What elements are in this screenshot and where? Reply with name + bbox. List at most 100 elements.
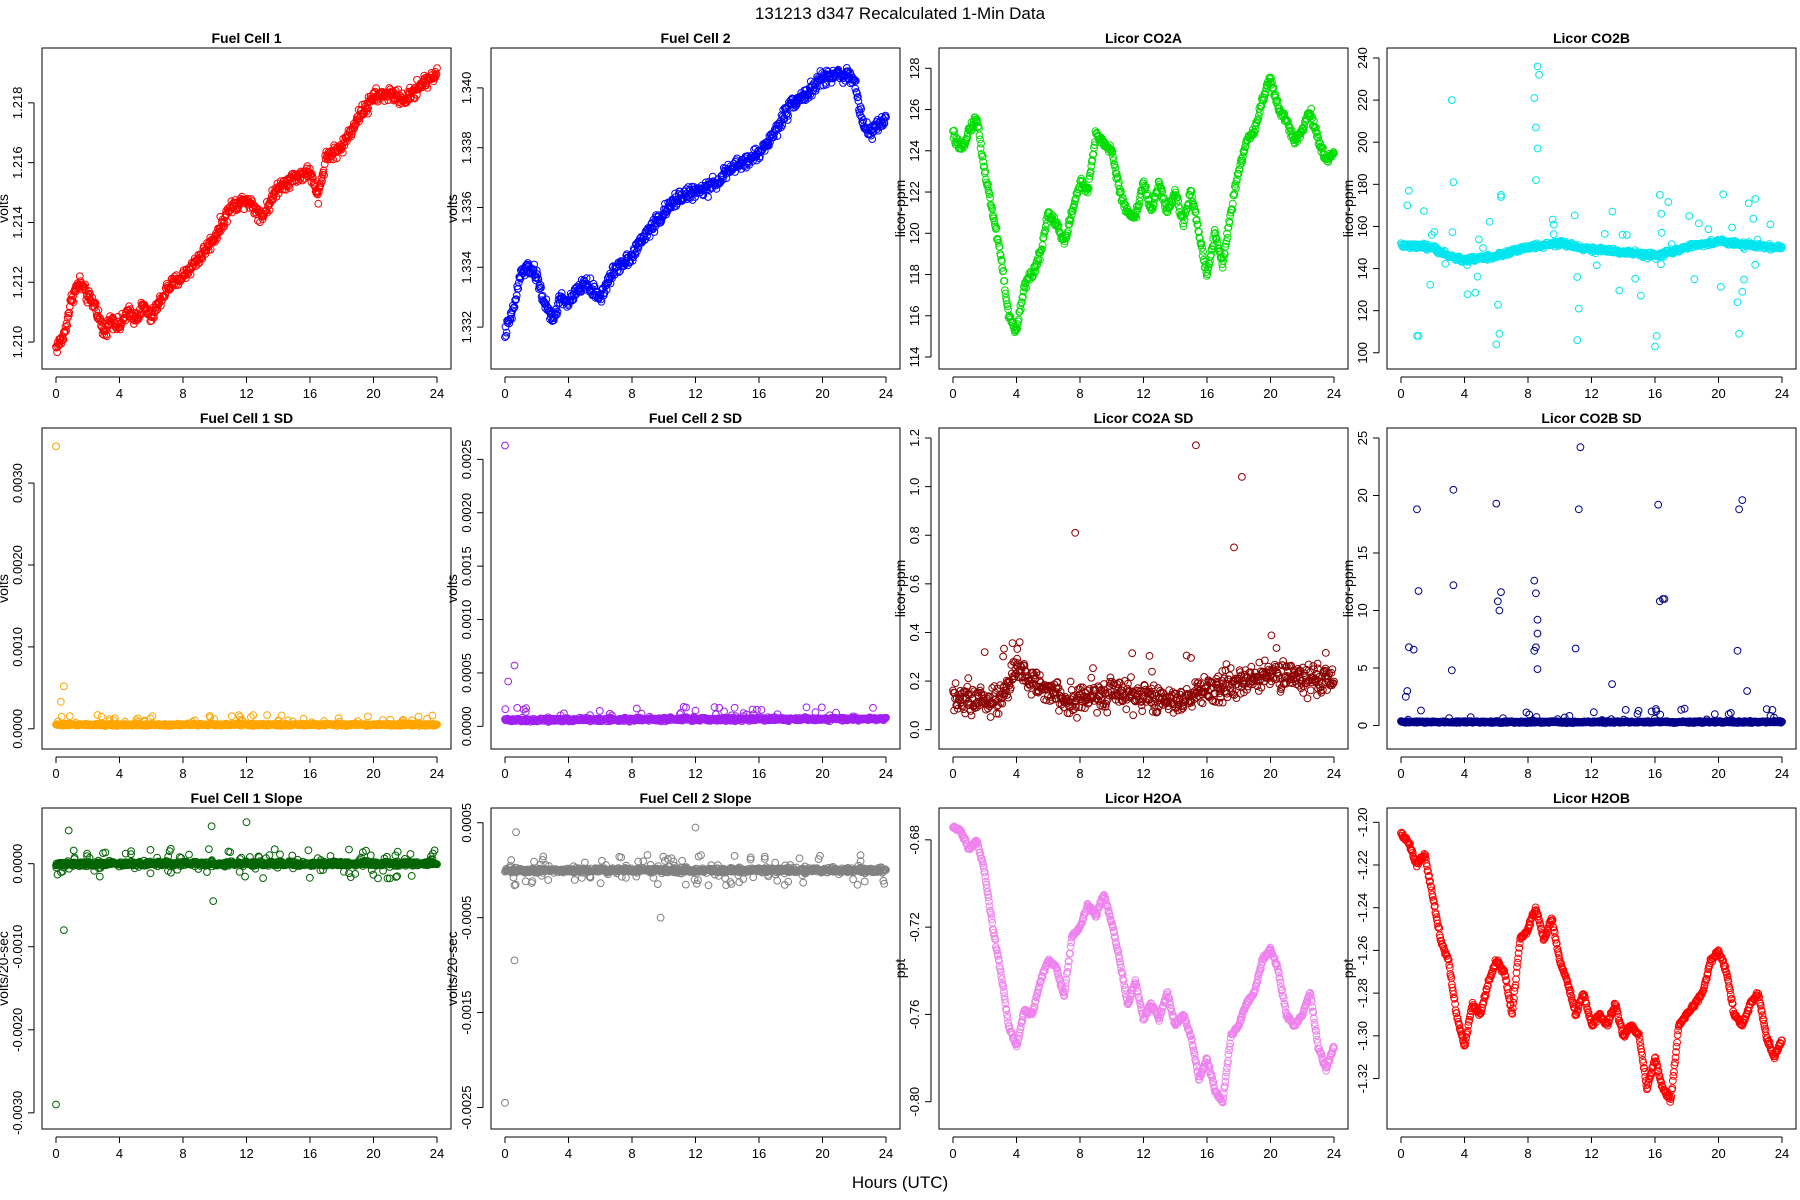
data-point xyxy=(69,292,77,301)
plot-frame xyxy=(490,427,901,750)
data-point xyxy=(103,332,111,341)
x-tick-label: 12 xyxy=(688,386,702,401)
x-tick-label: 12 xyxy=(1136,766,1150,781)
plot-frame xyxy=(41,427,452,750)
data-point xyxy=(992,224,1001,233)
y-tick-label: 0.0020 xyxy=(459,493,474,533)
data-point xyxy=(1198,252,1207,260)
outlier-point xyxy=(1738,287,1747,296)
data-point xyxy=(63,321,71,330)
data-point xyxy=(994,701,1002,710)
x-tick-label: 8 xyxy=(179,766,186,781)
data-point xyxy=(1135,197,1144,206)
data-point xyxy=(274,716,283,725)
outlier-point xyxy=(1651,342,1659,351)
data-point xyxy=(349,123,358,131)
data-point xyxy=(1199,247,1207,256)
data-point xyxy=(1065,220,1074,229)
data-point xyxy=(951,679,960,687)
data-series xyxy=(501,64,890,342)
y-tick-label: 124 xyxy=(907,140,922,162)
data-point xyxy=(1031,263,1040,272)
y-axis-label: volts xyxy=(0,194,11,223)
x-tick-label: 8 xyxy=(1076,766,1083,781)
outlier-point xyxy=(1744,199,1753,208)
data-point xyxy=(686,194,695,202)
data-point xyxy=(1471,288,1480,297)
data-point xyxy=(999,267,1008,275)
data-point xyxy=(297,719,306,728)
x-tick-label: 20 xyxy=(1711,386,1725,401)
x-tick-label: 4 xyxy=(1013,386,1020,401)
data-point xyxy=(1249,130,1258,139)
data-point xyxy=(1548,215,1557,224)
outlier-point xyxy=(1533,62,1542,71)
y-tick-label: 1.218 xyxy=(10,87,25,120)
data-point xyxy=(61,323,70,331)
x-tick-label: 24 xyxy=(430,766,444,781)
outlier-point xyxy=(56,697,65,706)
outlier-point xyxy=(501,441,509,450)
data-point xyxy=(432,70,441,78)
data-point xyxy=(1183,205,1192,213)
outlier-point xyxy=(1652,332,1661,340)
data-point xyxy=(152,300,160,309)
x-tick-label: 4 xyxy=(116,386,123,401)
data-point xyxy=(56,335,65,343)
data-point xyxy=(1313,132,1321,141)
data-point xyxy=(508,314,516,323)
y-tick-label: 118 xyxy=(907,264,922,285)
data-point xyxy=(720,707,728,716)
data-point xyxy=(607,714,616,723)
data-point xyxy=(1005,681,1014,690)
data-point xyxy=(502,332,511,340)
data-point xyxy=(715,703,724,712)
data-point xyxy=(413,75,421,84)
outlier-point xyxy=(1530,94,1539,102)
data-point xyxy=(1236,161,1245,169)
data-point xyxy=(355,117,364,126)
x-tick-label: 12 xyxy=(688,766,702,781)
data-point xyxy=(998,699,1007,708)
data-point xyxy=(502,328,511,337)
outlier-point xyxy=(1573,336,1582,345)
data-point xyxy=(851,84,860,93)
data-point xyxy=(249,711,258,719)
y-tick-label: 100 xyxy=(1355,342,1370,364)
data-point xyxy=(1013,320,1022,329)
data-point xyxy=(730,703,739,712)
x-tick-label: 16 xyxy=(1200,766,1214,781)
data-point xyxy=(1570,211,1579,220)
data-point xyxy=(410,84,419,93)
y-tick-label: 180 xyxy=(1355,173,1370,195)
data-point xyxy=(1219,253,1228,262)
data-point xyxy=(1549,230,1558,239)
data-point xyxy=(536,281,545,289)
data-point xyxy=(1066,677,1075,686)
data-point xyxy=(650,228,659,236)
panel-title: Fuel Cell 1 xyxy=(211,30,281,46)
data-point xyxy=(133,309,142,318)
x-tick-label: 24 xyxy=(879,766,893,781)
data-point xyxy=(1221,242,1230,251)
data-point xyxy=(1230,189,1239,198)
data-point xyxy=(990,217,999,225)
x-tick-label: 8 xyxy=(628,766,635,781)
data-point xyxy=(1290,139,1299,148)
x-tick-label: 0 xyxy=(52,386,59,401)
data-point xyxy=(1315,137,1324,146)
data-point xyxy=(1142,182,1150,191)
y-axis-label: volts xyxy=(444,574,460,603)
data-point xyxy=(514,278,523,287)
data-point xyxy=(545,306,554,315)
data-point xyxy=(967,711,976,720)
data-point xyxy=(1643,254,1652,263)
data-point xyxy=(1261,90,1269,99)
x-tick-label: 20 xyxy=(366,386,380,401)
data-point xyxy=(57,339,66,348)
outlier-point xyxy=(1449,178,1458,187)
data-point xyxy=(254,216,262,225)
y-tick-label: 120 xyxy=(1355,300,1370,322)
data-point xyxy=(812,84,820,93)
